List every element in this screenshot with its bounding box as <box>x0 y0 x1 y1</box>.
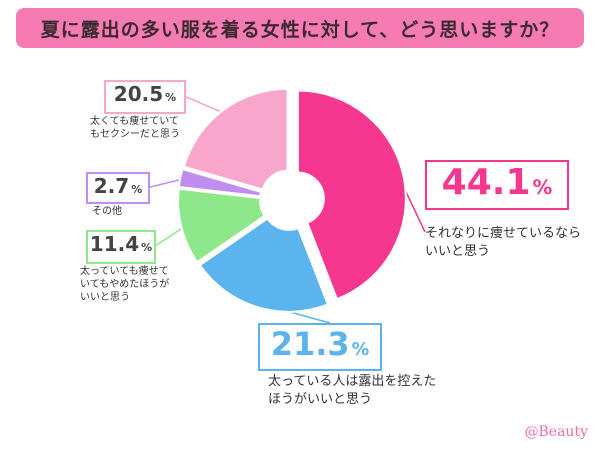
label-box-1: 21.3% <box>258 323 382 371</box>
pie-slice-4 <box>182 87 289 191</box>
label-box-0: 44.1% <box>425 160 569 210</box>
label-box-4: 20.5% <box>104 80 186 114</box>
label-box-3: 2.7% <box>86 172 150 204</box>
desc-4: 太くても痩せていてもセクシーだと思う <box>90 116 180 140</box>
value-label-2: 11.4 <box>89 232 140 256</box>
pie-slice-3 <box>177 167 263 198</box>
credit: @Beauty <box>524 424 588 440</box>
value-label-3: 2.7 <box>93 174 130 198</box>
chart-title: 夏に露出の多い服を着る女性に対して、どう思いますか？ <box>16 8 584 48</box>
leader-line-2 <box>151 225 186 249</box>
pie-slice-1 <box>198 217 330 313</box>
leader-line-3 <box>145 178 185 189</box>
label-box-2: 11.4% <box>86 230 156 264</box>
value-label-1: 21.3 <box>270 325 350 363</box>
desc-1: 太っている人は露出を控えたほうがいいと思う <box>268 374 437 407</box>
value-label-4: 20.5 <box>113 82 164 106</box>
value-label-0: 44.1 <box>441 162 531 203</box>
desc-0: それなりに痩せているならいいと思う <box>425 226 582 259</box>
pie-slice-0 <box>296 89 407 301</box>
desc-3: その他 <box>92 206 122 217</box>
desc-2: 太っていても痩せていてもやめたほうがいいと思う <box>80 266 170 303</box>
leader-line-4 <box>181 94 226 115</box>
pie-slice-2 <box>177 187 267 264</box>
